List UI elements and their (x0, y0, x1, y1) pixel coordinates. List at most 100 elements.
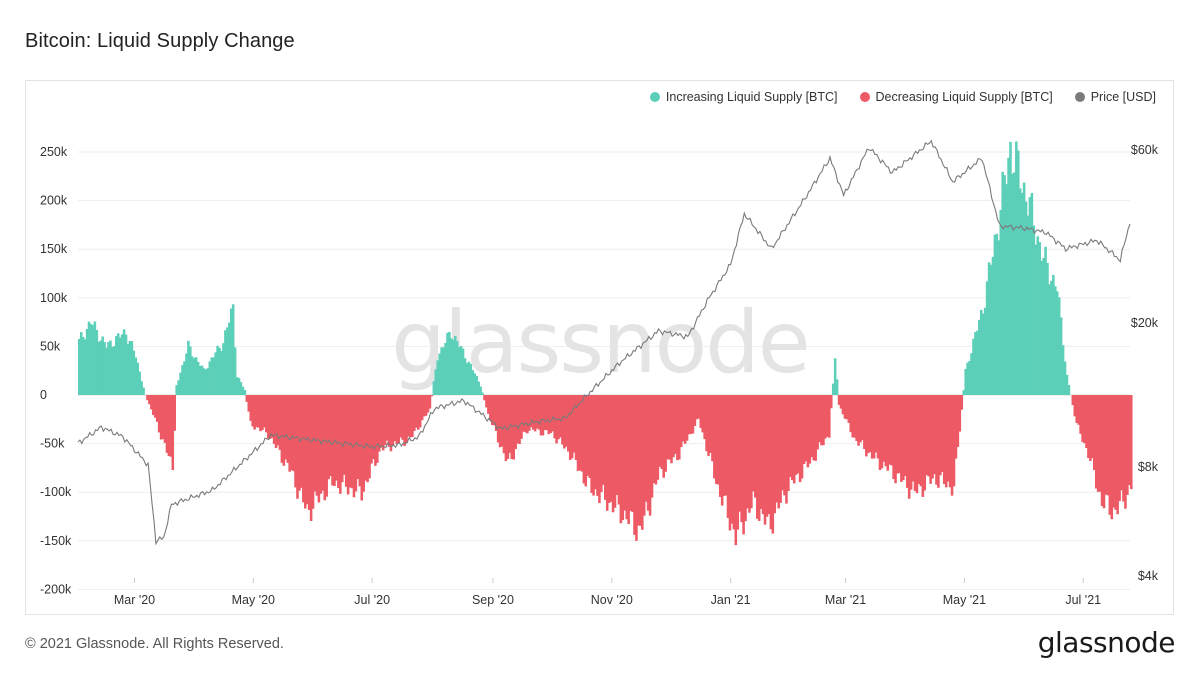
x-tick-label: Jul '20 (354, 593, 390, 607)
bar-decreasing (1102, 395, 1106, 509)
bar-decreasing (302, 395, 305, 503)
bar-decreasing (430, 395, 434, 397)
bar-decreasing (734, 395, 738, 546)
bar-decreasing (278, 395, 282, 450)
bar-decreasing (245, 395, 249, 402)
bar-increasing (473, 373, 477, 395)
bar-increasing (208, 361, 212, 395)
bar-decreasing (274, 395, 278, 448)
bar-decreasing (557, 395, 560, 440)
bar-decreasing (311, 395, 315, 509)
bar-decreasing (847, 395, 851, 423)
bar-decreasing (890, 395, 893, 466)
bar-increasing (202, 368, 206, 395)
bar-increasing (95, 329, 99, 395)
bar-increasing (455, 341, 459, 395)
bar-increasing (194, 357, 198, 395)
legend-label-decreasing: Decreasing Liquid Supply [BTC] (875, 90, 1053, 104)
bar-increasing (983, 307, 987, 395)
bar-increasing (835, 379, 839, 395)
bar-decreasing (703, 395, 706, 440)
bar-decreasing (146, 395, 149, 401)
bar-decreasing (730, 395, 734, 524)
bar-decreasing (496, 395, 500, 443)
bar-decreasing (1094, 395, 1098, 489)
bar-decreasing (923, 395, 927, 491)
bar-decreasing (559, 395, 562, 438)
legend-item-decreasing[interactable]: Decreasing Liquid Supply [BTC] (859, 90, 1053, 104)
legend-item-increasing[interactable]: Increasing Liquid Supply [BTC] (649, 90, 838, 104)
y-right-tick-label: $8k (1138, 460, 1159, 474)
bar-decreasing (1089, 395, 1092, 461)
bar-decreasing (362, 395, 365, 492)
bar-decreasing (426, 395, 430, 413)
bar-decreasing (750, 395, 753, 509)
y-left-tick-label: 0 (40, 388, 47, 402)
bar-increasing (1059, 317, 1063, 395)
bar-decreasing (824, 395, 827, 439)
bar-increasing (457, 347, 461, 395)
bar-decreasing (722, 395, 726, 496)
bar-decreasing (549, 395, 552, 433)
legend-item-price[interactable]: Price [USD] (1074, 90, 1156, 104)
bar-decreasing (376, 395, 379, 463)
bar-increasing (83, 339, 87, 395)
bar-decreasing (1081, 395, 1084, 442)
bar-decreasing (350, 395, 354, 489)
bar-decreasing (284, 395, 288, 460)
bar-increasing (85, 328, 89, 395)
bar-decreasing (265, 395, 268, 433)
bar-decreasing (642, 395, 646, 516)
bar-decreasing (892, 395, 895, 480)
bar-increasing (89, 323, 93, 395)
bar-increasing (833, 358, 837, 395)
bar-increasing (1052, 274, 1055, 395)
bar-decreasing (742, 395, 745, 535)
bar-increasing (218, 347, 221, 395)
bar-increasing (206, 368, 210, 395)
bar-decreasing (709, 395, 712, 453)
bar-increasing (452, 339, 455, 395)
bar-increasing (115, 336, 118, 395)
bar-increasing (438, 353, 441, 395)
bar-increasing (130, 341, 134, 395)
bar-decreasing (720, 395, 724, 506)
bar-decreasing (804, 395, 808, 462)
bar-increasing (1015, 141, 1018, 395)
bar-decreasing (152, 395, 155, 416)
bar-decreasing (424, 395, 428, 416)
bar-decreasing (829, 395, 833, 409)
bar-decreasing (590, 395, 593, 493)
bar-increasing (1017, 150, 1020, 395)
bar-decreasing (604, 395, 607, 500)
bar-decreasing (874, 395, 878, 453)
bar-increasing (93, 321, 97, 395)
bar-increasing (446, 332, 449, 395)
bar-increasing (477, 381, 480, 395)
bar-decreasing (251, 395, 254, 427)
bar-decreasing (1110, 395, 1114, 520)
bar-decreasing (927, 395, 930, 477)
bar-increasing (831, 383, 835, 395)
bar-decreasing (841, 395, 845, 415)
bar-decreasing (263, 395, 266, 428)
bar-decreasing (247, 395, 251, 412)
bar-decreasing (529, 395, 533, 428)
bar-decreasing (658, 395, 662, 467)
bar-decreasing (578, 395, 582, 471)
bar-decreasing (381, 395, 385, 451)
bar-decreasing (843, 395, 847, 419)
bar-decreasing (1091, 395, 1094, 459)
bar-decreasing (937, 395, 940, 488)
bar-decreasing (500, 395, 504, 447)
legend-dot-increasing (649, 92, 660, 102)
bar-decreasing (925, 395, 928, 476)
bar-decreasing (598, 395, 601, 504)
bar-decreasing (870, 395, 874, 459)
price-line (77, 139, 1131, 546)
bar-decreasing (153, 395, 157, 418)
bar-decreasing (814, 395, 817, 461)
bar-decreasing (609, 395, 613, 502)
bar-decreasing (545, 395, 549, 431)
bar-decreasing (300, 395, 303, 488)
